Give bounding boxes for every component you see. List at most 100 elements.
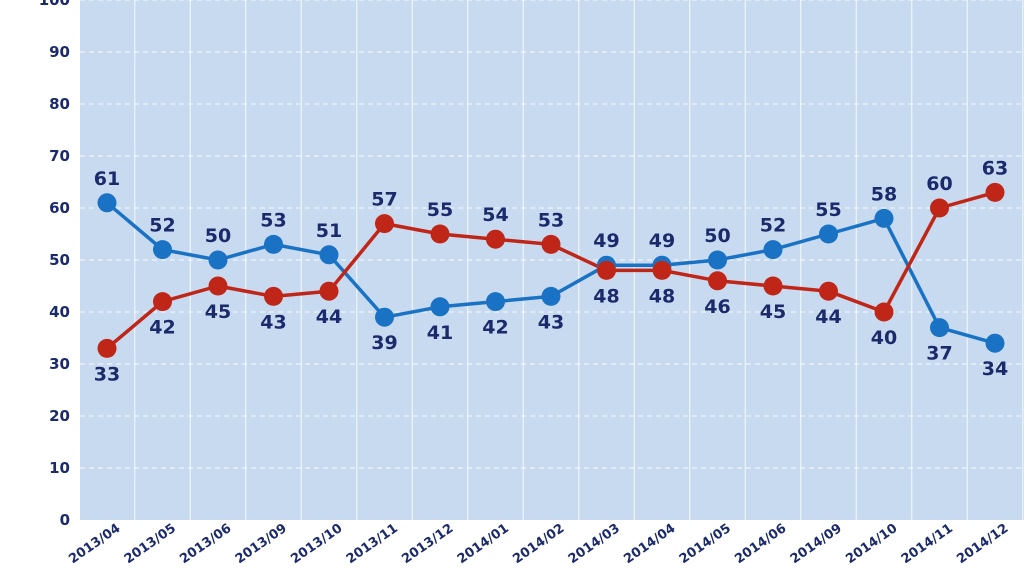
x-tick-label: 2014/05 [677,521,734,567]
data-label: 44 [316,306,342,328]
series-2-point [652,260,672,280]
data-label: 46 [704,296,730,318]
x-tick-label: 2013/09 [233,521,290,567]
data-label: 52 [760,215,786,237]
grid [80,0,1024,520]
series-2-point [597,260,616,280]
x-tick-label: 2014/02 [510,521,567,567]
data-label: 51 [316,220,342,242]
data-label: 41 [427,322,453,344]
series-2-point [208,276,228,296]
series-1-point [930,318,949,338]
series-1-point [819,224,838,244]
y-tick-label: 100 [39,0,70,9]
y-tick-label: 80 [49,95,70,113]
series-1-point [430,297,450,317]
data-label: 55 [815,199,841,221]
data-label: 49 [649,230,675,252]
data-label: 60 [926,173,952,195]
data-label: 43 [538,311,564,333]
x-tick-label: 2013/10 [288,521,345,567]
series-2-point [153,292,172,312]
series-1-point [486,292,505,312]
data-label: 43 [260,311,286,333]
y-tick-label: 20 [49,407,70,425]
y-tick-label: 30 [49,355,70,373]
x-tick-label: 2014/04 [621,521,678,567]
series-2-point [874,302,894,322]
data-label: 34 [982,358,1008,380]
series-1-point [874,208,894,228]
x-tick-label: 2013/04 [66,521,123,567]
y-tick-label: 0 [60,511,70,529]
x-tick-label: 2014/11 [899,521,956,567]
series-2-point [430,224,450,244]
data-label: 58 [871,183,897,205]
x-tick-label: 2014/10 [843,521,900,567]
series-2-point [319,281,339,301]
series-1-point [708,250,727,270]
data-label: 40 [871,327,897,349]
x-tick-label: 2014/01 [455,521,512,567]
x-tick-label: 2013/11 [344,521,401,567]
x-tick-label: 2013/06 [177,521,234,567]
data-labels: 61 52 50 53 51 39 41 42 43 49 49 50 52 55 58 37 34 33 42 45… [94,157,1008,385]
series-2-point [264,286,283,306]
series-1-point [319,245,339,265]
series-2-point [763,276,783,296]
data-label: 53 [538,209,564,231]
series-2-point [930,198,949,218]
y-axis: 0 10 20 30 40 50 60 70 80 90 100 [39,0,70,529]
series-1-point [541,286,561,306]
series-2-point [486,229,505,249]
x-tick-label: 2014/06 [732,521,789,567]
series-2-point [819,281,838,301]
data-label: 48 [593,285,619,307]
x-tick-label: 2014/03 [566,521,623,567]
x-tick-label: 2014/09 [788,521,845,567]
data-label: 37 [926,343,952,365]
series-1-point [985,333,1005,353]
data-label: 50 [205,225,231,247]
data-label: 57 [371,189,397,211]
data-label: 42 [149,317,175,339]
data-label: 45 [760,301,786,323]
series-1-point [375,307,394,327]
series-2-point [97,338,117,358]
y-tick-label: 40 [49,303,70,321]
data-label: 48 [649,285,675,307]
x-axis: 2013/042013/052013/062013/092013/102013/… [66,521,1011,567]
data-label: 39 [371,332,397,354]
x-tick-label: 2014/12 [954,521,1011,567]
data-label: 33 [94,363,120,385]
data-label: 55 [427,199,453,221]
data-label: 61 [94,168,120,190]
data-label: 50 [704,225,730,247]
data-label: 54 [482,204,508,226]
x-tick-label: 2013/12 [399,521,456,567]
series-2-point [708,271,727,291]
series-1-point [264,234,283,254]
data-label: 52 [149,215,175,237]
series-1-point [208,250,228,270]
y-tick-label: 90 [49,43,70,61]
series-2-point [985,182,1005,202]
series-1-point [763,240,783,260]
x-tick-label: 2013/05 [122,521,179,567]
data-label: 63 [982,157,1008,179]
data-label: 53 [260,209,286,231]
y-tick-label: 50 [49,251,70,269]
data-label: 44 [815,306,841,328]
series [97,182,1005,358]
series-1-point [153,240,172,260]
data-label: 45 [205,301,231,323]
series-2-point [541,234,561,254]
series-2-point [375,214,394,234]
y-tick-label: 70 [49,147,70,165]
y-tick-label: 60 [49,199,70,217]
y-tick-label: 10 [49,459,70,477]
data-label: 49 [593,230,619,252]
series-1-point [97,193,117,213]
data-label: 42 [482,317,508,339]
